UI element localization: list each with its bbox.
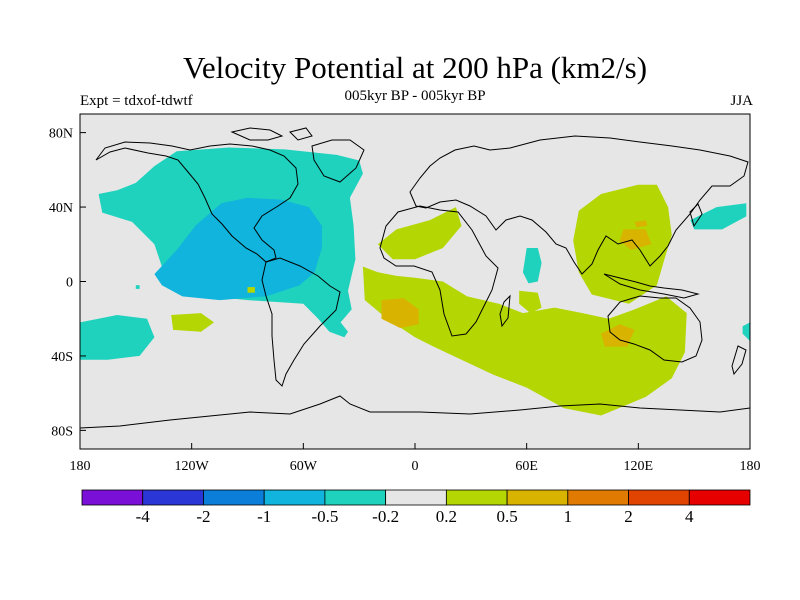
colorbar-swatch xyxy=(203,489,265,506)
map-axes: 180 120W 60W 0 60E 120E 180 80N 40N 0 40S 80S xyxy=(49,127,761,474)
y-tick-label: 80S xyxy=(51,424,73,439)
colorbar-label: 0.5 xyxy=(496,507,517,526)
region-southern-ocean-positive xyxy=(362,266,687,416)
region-arabian-sea-negative xyxy=(522,248,542,284)
colorbar-label: 1 xyxy=(564,507,573,526)
chart-title: Velocity Potential at 200 hPa (km2/s) xyxy=(182,50,648,85)
colorbar-label: -2 xyxy=(196,507,210,526)
coastline-indonesia xyxy=(603,273,700,299)
colorbar-label: -1 xyxy=(257,507,271,526)
coastlines xyxy=(80,127,750,429)
region-east-pacific-small-negative xyxy=(81,324,88,342)
colorbar-swatch xyxy=(445,489,508,506)
y-tick-label: 0 xyxy=(66,276,73,291)
colorbar-label: 2 xyxy=(624,507,633,526)
x-tick-label: 0 xyxy=(412,459,419,474)
region-asia-core xyxy=(619,229,652,250)
velocity-potential-regions xyxy=(80,147,750,416)
coastline-north-america xyxy=(95,141,299,263)
coastline-madagascar xyxy=(499,294,511,328)
colorbar-label: -0.2 xyxy=(372,507,399,526)
region-pacific-small-negative xyxy=(135,285,140,289)
y-tick-label: 40S xyxy=(51,350,73,365)
region-east-asia-core xyxy=(634,220,648,228)
coastline-south-america xyxy=(261,257,341,387)
region-east-pacific-edge-negative xyxy=(742,322,750,342)
region-north-pacific-east-negative xyxy=(690,203,747,230)
coastline-australia xyxy=(607,295,703,363)
y-tick-label: 40N xyxy=(49,201,73,216)
x-tick-label: 60E xyxy=(515,459,538,474)
coastline-japan xyxy=(689,203,703,228)
colorbar-swatch xyxy=(142,489,204,506)
season-label: JJA xyxy=(730,93,753,109)
colorbar-label: 0.2 xyxy=(436,507,457,526)
coastline-arctic-islands xyxy=(230,127,313,141)
colorbar-label: -0.5 xyxy=(311,507,338,526)
x-tick-label: 60W xyxy=(290,459,318,474)
colorbar-label: 4 xyxy=(685,507,694,526)
x-tick-label: 120E xyxy=(624,459,654,474)
colorbar: -4 -2 -1 -0.5 -0.2 0.2 0.5 1 2 4 xyxy=(81,489,751,526)
coastline-greenland xyxy=(311,139,365,183)
region-asia-positive xyxy=(573,184,672,304)
colorbar-swatch xyxy=(324,489,387,506)
colorbar-swatch xyxy=(81,489,144,506)
region-north-africa-positive xyxy=(377,207,462,260)
region-tropical-atlantic-small-positive xyxy=(171,313,214,332)
region-south-pacific-negative xyxy=(80,315,155,360)
y-tick-label: 80N xyxy=(49,127,73,142)
coastline-antarctica xyxy=(80,395,750,429)
x-tick-label: 180 xyxy=(740,459,761,474)
colorbar-swatch xyxy=(567,489,629,506)
colorbar-swatch xyxy=(506,489,569,506)
chart-subtitle: 005kyr BP - 005kyr BP xyxy=(344,88,486,104)
colorbar-swatch xyxy=(688,489,751,506)
colorbar-swatch xyxy=(628,489,690,506)
experiment-label: Expt = tdxof-tdwtf xyxy=(80,93,193,109)
region-north-pacific-west-positive xyxy=(247,287,255,293)
x-tick-label: 180 xyxy=(70,459,91,474)
colorbar-swatch xyxy=(263,489,326,506)
x-tick-label: 120W xyxy=(175,459,210,474)
region-southern-ocean-core xyxy=(381,298,419,328)
colorbar-swatch xyxy=(385,489,447,506)
region-central-america-core xyxy=(154,197,322,301)
region-madagascar-positive xyxy=(519,290,542,314)
coastline-eurasia xyxy=(409,135,749,275)
coastline-new-zealand xyxy=(731,345,747,376)
colorbar-label: -4 xyxy=(136,507,151,526)
